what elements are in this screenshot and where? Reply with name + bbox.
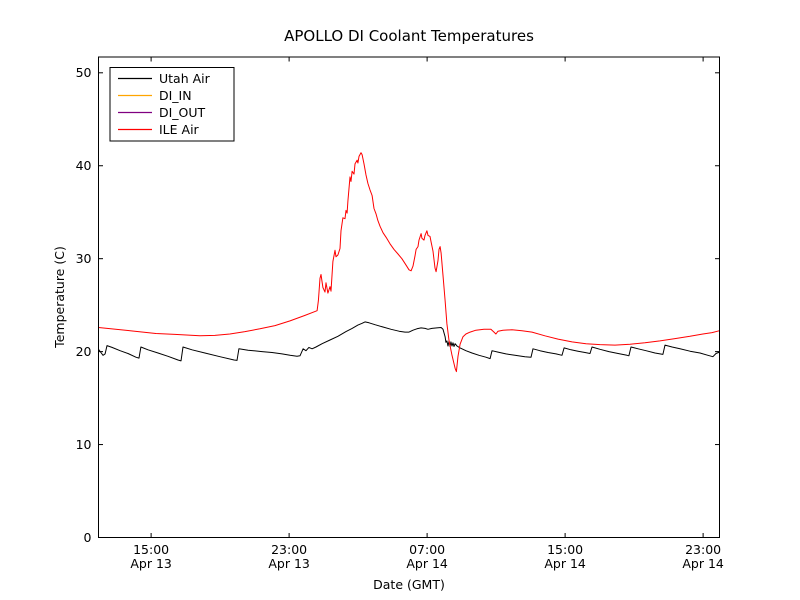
x-tick-date-label: Apr 14 <box>544 556 586 571</box>
legend-label-di-out: DI_OUT <box>159 105 206 120</box>
y-tick-label: 40 <box>76 158 92 173</box>
data-series <box>98 152 720 373</box>
x-tick-date-label: Apr 14 <box>682 556 724 571</box>
x-tick-date-label: Apr 13 <box>268 556 310 571</box>
legend-frame <box>109 67 235 142</box>
x-tick-time-label: 07:00 <box>409 542 445 557</box>
x-tick-date-label: Apr 14 <box>406 556 448 571</box>
y-tick-label: 30 <box>76 251 92 266</box>
y-tick-label: 0 <box>84 530 92 545</box>
y-tick-label: 10 <box>76 437 92 452</box>
y-axis-label: Temperature (C) <box>52 246 67 349</box>
x-tick-time-label: 15:00 <box>547 542 583 557</box>
plot-border <box>98 56 720 538</box>
x-tick-time-label: 23:00 <box>271 542 307 557</box>
x-axis-label: Date (GMT) <box>373 577 445 592</box>
x-tick-time-label: 15:00 <box>133 542 169 557</box>
legend-label-ile-air: ILE Air <box>159 122 200 137</box>
legend-box: Utah Air DI_IN DI_OUT ILE Air <box>109 67 235 142</box>
legend-label-di-in: DI_IN <box>159 88 192 103</box>
chart-title: APOLLO DI Coolant Temperatures <box>284 27 534 45</box>
series-line-ile-air <box>98 152 720 373</box>
y-tick-label: 50 <box>76 65 92 80</box>
x-tick-date-label: Apr 13 <box>130 556 172 571</box>
y-tick-label: 20 <box>76 344 92 359</box>
x-tick-time-label: 23:00 <box>685 542 721 557</box>
legend-label-utah-air: Utah Air <box>159 71 211 86</box>
series-line-utah-air <box>98 321 720 362</box>
